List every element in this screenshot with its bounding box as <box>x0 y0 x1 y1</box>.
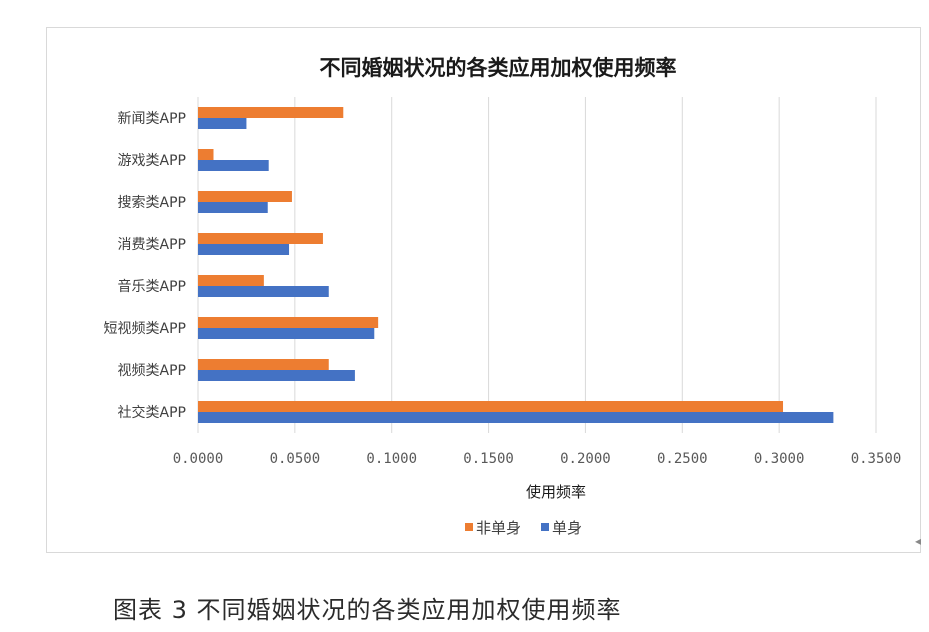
legend-label: 单身 <box>552 519 582 537</box>
bar-single <box>198 328 375 339</box>
x-tick-label: 0.0000 <box>173 451 224 467</box>
x-tick-label: 0.2000 <box>560 451 611 467</box>
bar-non-single <box>198 275 264 286</box>
category-label: 短视频类APP <box>104 321 186 337</box>
bar-single <box>198 202 268 213</box>
bar-single <box>198 244 290 255</box>
x-tick-label: 0.1000 <box>366 451 417 467</box>
category-label: 游戏类APP <box>118 153 186 169</box>
bar-single <box>198 370 355 381</box>
bar-non-single <box>198 107 344 118</box>
chart-title: 不同婚姻状况的各类应用加权使用频率 <box>320 56 677 80</box>
bar-non-single <box>198 149 214 160</box>
bar-single <box>198 286 329 297</box>
category-label: 新闻类APP <box>118 111 186 127</box>
bar-non-single <box>198 317 379 328</box>
x-tick-label: 0.3000 <box>754 451 805 467</box>
bars <box>198 107 834 423</box>
bar-non-single <box>198 401 784 412</box>
legend-swatch <box>465 523 473 531</box>
category-label: 消费类APP <box>118 237 186 253</box>
chart-frame: 不同婚姻状况的各类应用加权使用频率 新闻类APP 游戏类APP 搜索类APP 消费类A… <box>46 27 921 553</box>
category-label: 搜索类APP <box>118 194 186 211</box>
legend: 非单身 单身 <box>465 519 582 537</box>
bar-single <box>198 118 247 129</box>
bar-single <box>198 160 269 171</box>
legend-swatch <box>541 523 549 531</box>
category-label: 社交类APP <box>118 404 186 421</box>
bar-non-single <box>198 359 329 370</box>
x-tick-label: 0.0500 <box>270 451 321 467</box>
bar-single <box>198 412 834 423</box>
x-tick-label: 0.1500 <box>463 451 514 467</box>
x-tick-labels: 0.0000 0.0500 0.1000 0.1500 0.2000 0.2500 0.30… <box>173 451 902 467</box>
x-axis-title: 使用频率 <box>526 483 586 501</box>
x-tick-label: 0.2500 <box>657 451 708 467</box>
category-label: 视频类APP <box>118 363 186 379</box>
bar-non-single <box>198 233 323 244</box>
x-tick-label: 0.3500 <box>851 451 902 467</box>
edge-arrow-icon: ◂ <box>915 534 922 548</box>
bar-chart: 不同婚姻状况的各类应用加权使用频率 新闻类APP 游戏类APP 搜索类APP 消费类A… <box>104 56 902 537</box>
legend-label: 非单身 <box>476 519 521 537</box>
grid-lines <box>197 97 877 433</box>
category-label: 音乐类APP <box>118 278 186 295</box>
bar-non-single <box>198 191 292 202</box>
category-labels: 新闻类APP 游戏类APP 搜索类APP 消费类APP 音乐类APP 短视频类APP 视频类… <box>104 111 186 421</box>
figure-caption: 图表 3 不同婚姻状况的各类应用加权使用频率 <box>113 596 622 624</box>
